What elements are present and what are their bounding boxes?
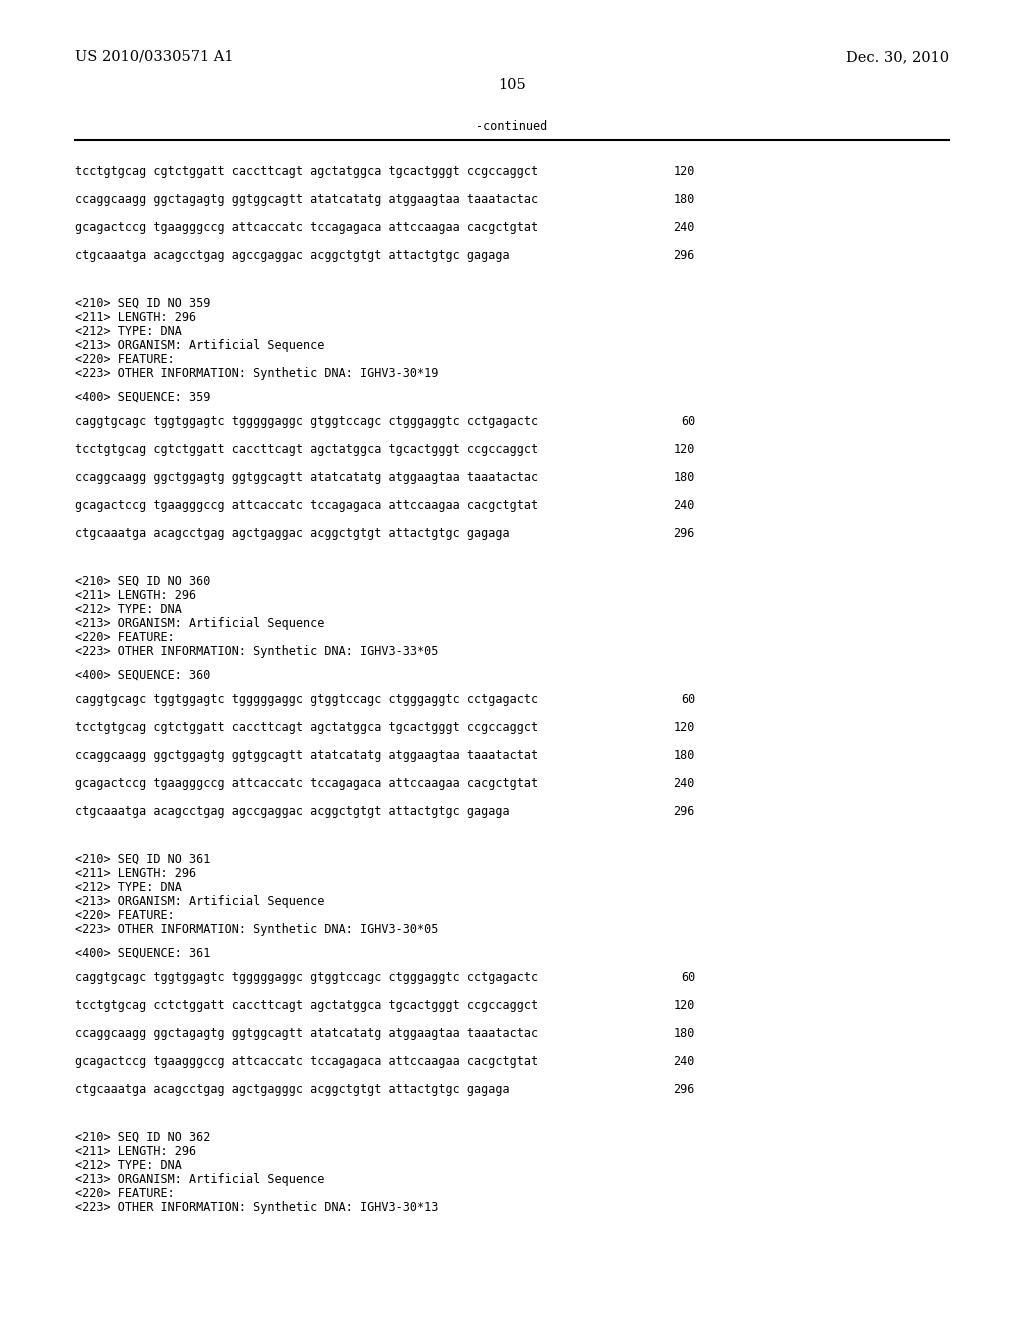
Text: Dec. 30, 2010: Dec. 30, 2010 (846, 50, 949, 63)
Text: tcctgtgcag cgtctggatt caccttcagt agctatggca tgcactgggt ccgccaggct: tcctgtgcag cgtctggatt caccttcagt agctatg… (75, 444, 539, 455)
Text: ctgcaaatga acagcctgag agctgagggc acggctgtgt attactgtgc gagaga: ctgcaaatga acagcctgag agctgagggc acggctg… (75, 1082, 510, 1096)
Text: 296: 296 (674, 527, 695, 540)
Text: <212> TYPE: DNA: <212> TYPE: DNA (75, 880, 182, 894)
Text: 120: 120 (674, 999, 695, 1012)
Text: 240: 240 (674, 1055, 695, 1068)
Text: <211> LENGTH: 296: <211> LENGTH: 296 (75, 589, 197, 602)
Text: ctgcaaatga acagcctgag agctgaggac acggctgtgt attactgtgc gagaga: ctgcaaatga acagcctgag agctgaggac acggctg… (75, 527, 510, 540)
Text: gcagactccg tgaagggccg attcaccatc tccagagaca attccaagaa cacgctgtat: gcagactccg tgaagggccg attcaccatc tccagag… (75, 777, 539, 789)
Text: <213> ORGANISM: Artificial Sequence: <213> ORGANISM: Artificial Sequence (75, 339, 325, 352)
Text: gcagactccg tgaagggccg attcaccatc tccagagaca attccaagaa cacgctgtat: gcagactccg tgaagggccg attcaccatc tccagag… (75, 499, 539, 512)
Text: <210> SEQ ID NO 359: <210> SEQ ID NO 359 (75, 297, 210, 310)
Text: 180: 180 (674, 193, 695, 206)
Text: <223> OTHER INFORMATION: Synthetic DNA: IGHV3-30*13: <223> OTHER INFORMATION: Synthetic DNA: … (75, 1201, 438, 1214)
Text: gcagactccg tgaagggccg attcaccatc tccagagaca attccaagaa cacgctgtat: gcagactccg tgaagggccg attcaccatc tccagag… (75, 1055, 539, 1068)
Text: <220> FEATURE:: <220> FEATURE: (75, 1187, 175, 1200)
Text: 60: 60 (681, 972, 695, 983)
Text: <220> FEATURE:: <220> FEATURE: (75, 909, 175, 921)
Text: 180: 180 (674, 748, 695, 762)
Text: <400> SEQUENCE: 361: <400> SEQUENCE: 361 (75, 946, 210, 960)
Text: caggtgcagc tggtggagtc tgggggaggc gtggtccagc ctgggaggtc cctgagactc: caggtgcagc tggtggagtc tgggggaggc gtggtcc… (75, 693, 539, 706)
Text: US 2010/0330571 A1: US 2010/0330571 A1 (75, 50, 233, 63)
Text: ctgcaaatga acagcctgag agccgaggac acggctgtgt attactgtgc gagaga: ctgcaaatga acagcctgag agccgaggac acggctg… (75, 805, 510, 818)
Text: tcctgtgcag cgtctggatt caccttcagt agctatggca tgcactgggt ccgccaggct: tcctgtgcag cgtctggatt caccttcagt agctatg… (75, 721, 539, 734)
Text: 180: 180 (674, 1027, 695, 1040)
Text: ccaggcaagg ggctagagtg ggtggcagtt atatcatatg atggaagtaa taaatactac: ccaggcaagg ggctagagtg ggtggcagtt atatcat… (75, 193, 539, 206)
Text: <213> ORGANISM: Artificial Sequence: <213> ORGANISM: Artificial Sequence (75, 1173, 325, 1185)
Text: <211> LENGTH: 296: <211> LENGTH: 296 (75, 1144, 197, 1158)
Text: 60: 60 (681, 414, 695, 428)
Text: tcctgtgcag cctctggatt caccttcagt agctatggca tgcactgggt ccgccaggct: tcctgtgcag cctctggatt caccttcagt agctatg… (75, 999, 539, 1012)
Text: <211> LENGTH: 296: <211> LENGTH: 296 (75, 867, 197, 880)
Text: 120: 120 (674, 721, 695, 734)
Text: ctgcaaatga acagcctgag agccgaggac acggctgtgt attactgtgc gagaga: ctgcaaatga acagcctgag agccgaggac acggctg… (75, 249, 510, 261)
Text: 296: 296 (674, 1082, 695, 1096)
Text: 296: 296 (674, 805, 695, 818)
Text: 60: 60 (681, 693, 695, 706)
Text: <400> SEQUENCE: 360: <400> SEQUENCE: 360 (75, 669, 210, 682)
Text: 120: 120 (674, 444, 695, 455)
Text: <210> SEQ ID NO 362: <210> SEQ ID NO 362 (75, 1131, 210, 1144)
Text: <210> SEQ ID NO 360: <210> SEQ ID NO 360 (75, 576, 210, 587)
Text: 105: 105 (498, 78, 526, 92)
Text: <223> OTHER INFORMATION: Synthetic DNA: IGHV3-30*05: <223> OTHER INFORMATION: Synthetic DNA: … (75, 923, 438, 936)
Text: 296: 296 (674, 249, 695, 261)
Text: tcctgtgcag cgtctggatt caccttcagt agctatggca tgcactgggt ccgccaggct: tcctgtgcag cgtctggatt caccttcagt agctatg… (75, 165, 539, 178)
Text: 120: 120 (674, 165, 695, 178)
Text: <223> OTHER INFORMATION: Synthetic DNA: IGHV3-33*05: <223> OTHER INFORMATION: Synthetic DNA: … (75, 645, 438, 657)
Text: <400> SEQUENCE: 359: <400> SEQUENCE: 359 (75, 391, 210, 404)
Text: <210> SEQ ID NO 361: <210> SEQ ID NO 361 (75, 853, 210, 866)
Text: <212> TYPE: DNA: <212> TYPE: DNA (75, 325, 182, 338)
Text: ccaggcaagg ggctggagtg ggtggcagtt atatcatatg atggaagtaa taaatactat: ccaggcaagg ggctggagtg ggtggcagtt atatcat… (75, 748, 539, 762)
Text: <213> ORGANISM: Artificial Sequence: <213> ORGANISM: Artificial Sequence (75, 616, 325, 630)
Text: <213> ORGANISM: Artificial Sequence: <213> ORGANISM: Artificial Sequence (75, 895, 325, 908)
Text: <212> TYPE: DNA: <212> TYPE: DNA (75, 1159, 182, 1172)
Text: <212> TYPE: DNA: <212> TYPE: DNA (75, 603, 182, 616)
Text: 180: 180 (674, 471, 695, 484)
Text: <220> FEATURE:: <220> FEATURE: (75, 352, 175, 366)
Text: -continued: -continued (476, 120, 548, 133)
Text: ccaggcaagg ggctggagtg ggtggcagtt atatcatatg atggaagtaa taaatactac: ccaggcaagg ggctggagtg ggtggcagtt atatcat… (75, 471, 539, 484)
Text: 240: 240 (674, 499, 695, 512)
Text: ccaggcaagg ggctagagtg ggtggcagtt atatcatatg atggaagtaa taaatactac: ccaggcaagg ggctagagtg ggtggcagtt atatcat… (75, 1027, 539, 1040)
Text: caggtgcagc tggtggagtc tgggggaggc gtggtccagc ctgggaggtc cctgagactc: caggtgcagc tggtggagtc tgggggaggc gtggtcc… (75, 972, 539, 983)
Text: caggtgcagc tggtggagtc tgggggaggc gtggtccagc ctgggaggtc cctgagactc: caggtgcagc tggtggagtc tgggggaggc gtggtcc… (75, 414, 539, 428)
Text: 240: 240 (674, 777, 695, 789)
Text: <223> OTHER INFORMATION: Synthetic DNA: IGHV3-30*19: <223> OTHER INFORMATION: Synthetic DNA: … (75, 367, 438, 380)
Text: <220> FEATURE:: <220> FEATURE: (75, 631, 175, 644)
Text: <211> LENGTH: 296: <211> LENGTH: 296 (75, 312, 197, 323)
Text: gcagactccg tgaagggccg attcaccatc tccagagaca attccaagaa cacgctgtat: gcagactccg tgaagggccg attcaccatc tccagag… (75, 220, 539, 234)
Text: 240: 240 (674, 220, 695, 234)
